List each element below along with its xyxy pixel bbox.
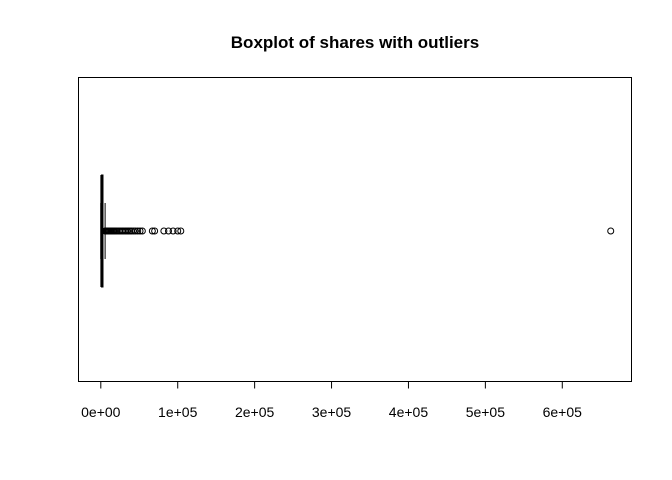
outlier-point bbox=[174, 227, 182, 235]
x-tick-label: 0e+00 bbox=[81, 404, 121, 420]
x-tick-label: 5e+05 bbox=[466, 404, 506, 420]
x-axis: 0e+00 1e+05 2e+05 3e+05 4e+05 5e+05 6e+05 bbox=[81, 381, 583, 420]
outlier-point bbox=[160, 227, 168, 235]
x-tick-label: 1e+05 bbox=[158, 404, 198, 420]
outlier-point bbox=[138, 227, 146, 235]
x-tick-label: 4e+05 bbox=[389, 404, 429, 420]
outlier-point bbox=[129, 227, 137, 235]
outlier-point bbox=[148, 227, 156, 235]
outliers bbox=[101, 227, 615, 235]
outlier-point bbox=[607, 227, 615, 235]
outlier-point bbox=[169, 227, 177, 235]
outlier-point bbox=[164, 227, 172, 235]
outlier-point bbox=[151, 227, 159, 235]
outlier-point bbox=[131, 227, 139, 235]
outlier-point bbox=[134, 227, 142, 235]
outlier-point bbox=[136, 227, 144, 235]
x-tick-label: 6e+05 bbox=[543, 404, 583, 420]
chart-title: Boxplot of shares with outliers bbox=[231, 33, 479, 52]
x-tick-label: 2e+05 bbox=[235, 404, 275, 420]
outlier-point bbox=[177, 227, 185, 235]
x-tick-label: 3e+05 bbox=[312, 404, 352, 420]
